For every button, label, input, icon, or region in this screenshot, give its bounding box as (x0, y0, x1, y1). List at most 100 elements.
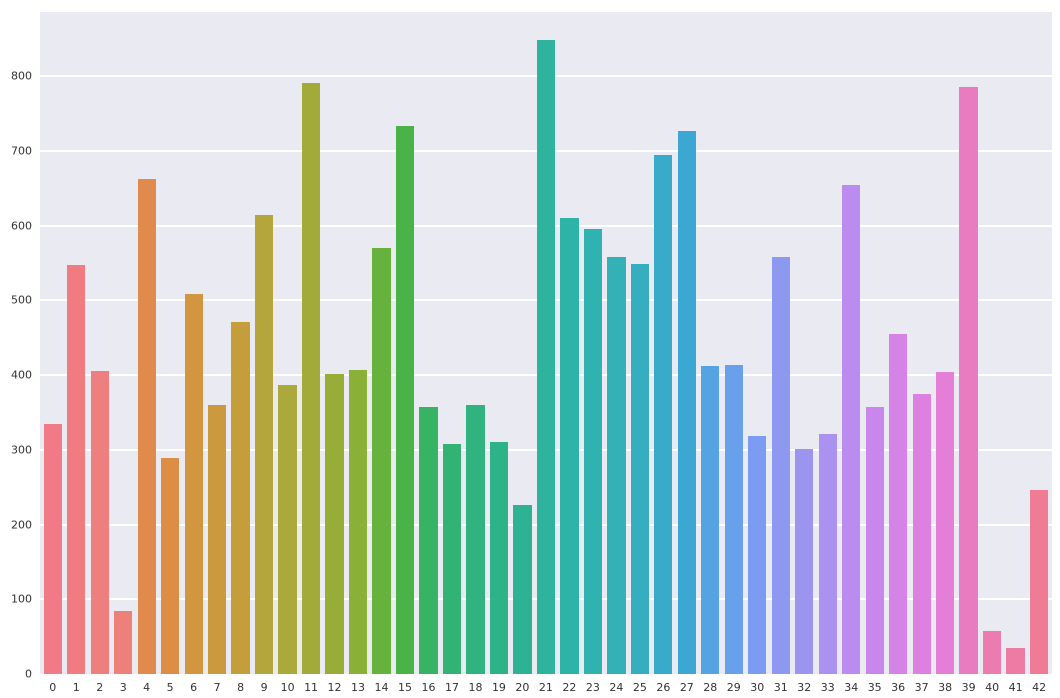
x-tick-label: 32 (797, 681, 812, 694)
x-tick-label: 10 (280, 681, 295, 694)
bar (489, 441, 509, 674)
x-tick-label: 35 (867, 681, 882, 694)
y-tick-label: 700 (11, 144, 32, 158)
y-tick-label: 0 (25, 667, 32, 681)
x-tick-label: 29 (726, 681, 741, 694)
x-tick-label: 19 (491, 681, 506, 694)
x-tick-label: 42 (1032, 681, 1047, 694)
bar (536, 40, 556, 674)
bar (560, 218, 579, 674)
bar (114, 610, 133, 674)
y-tick-label: 500 (11, 293, 32, 307)
x-tick-label: 0 (49, 681, 57, 694)
y-tick-label: 100 (11, 592, 32, 606)
x-tick-label: 6 (190, 681, 198, 694)
x-tick-label: 7 (213, 681, 221, 694)
x-tick-label: 41 (1008, 681, 1023, 694)
y-tick-label: 800 (11, 69, 32, 83)
bar (795, 449, 814, 674)
x-tick-label: 31 (773, 681, 788, 694)
bar (419, 407, 438, 674)
bar (677, 130, 696, 674)
y-tick-label: 400 (11, 368, 32, 382)
x-tick-label: 27 (679, 681, 694, 694)
x-tick-label: 12 (327, 681, 342, 694)
bar (654, 154, 673, 674)
x-tick-label: 16 (421, 681, 436, 694)
x-tick-label: 39 (961, 681, 976, 694)
bar (278, 384, 297, 674)
bar (301, 82, 321, 674)
plot-area (40, 12, 1052, 674)
x-tick-label: 13 (351, 681, 366, 694)
bar (348, 369, 368, 674)
x-tick-label: 36 (891, 681, 906, 694)
x-tick-label: 2 (96, 681, 104, 694)
bar (630, 263, 649, 674)
bar (207, 405, 227, 674)
x-tick-label: 22 (562, 681, 577, 694)
x-tick-label: 30 (750, 681, 765, 694)
x-tick-label: 9 (260, 681, 268, 694)
x-tick-label: 25 (632, 681, 647, 694)
x-axis: 0 1 2 3 4 5 6 7 8 9 10 11 12 13 14 15 16 17 18 19 20 21 22 23 24… (40, 680, 1052, 696)
bar (254, 215, 274, 674)
x-tick-label: 8 (237, 681, 245, 694)
bar (936, 372, 955, 674)
bar (889, 334, 908, 674)
y-tick-label: 300 (11, 443, 32, 457)
bar (161, 458, 180, 674)
bar (724, 364, 743, 674)
x-tick-label: 37 (914, 681, 929, 694)
bar (912, 393, 931, 674)
bar (959, 86, 978, 674)
bar (466, 405, 485, 674)
x-tick-label: 15 (398, 681, 412, 694)
bar (442, 443, 462, 674)
bar (372, 248, 391, 674)
bar (90, 371, 109, 674)
bar (771, 257, 790, 674)
bar (43, 423, 62, 674)
bar (583, 229, 603, 674)
y-axis: 0 100 200 300 400 500 600 700 800 (0, 12, 36, 680)
bar (748, 435, 767, 674)
y-tick-label: 200 (11, 518, 32, 532)
bar (325, 374, 344, 674)
bar (184, 293, 203, 674)
bar (231, 322, 250, 674)
x-tick-label: 38 (938, 681, 953, 694)
bar (865, 407, 884, 674)
bar (701, 366, 720, 674)
x-tick-label: 34 (844, 681, 859, 694)
x-tick-label: 28 (703, 681, 718, 694)
x-tick-label: 20 (515, 681, 530, 694)
x-tick-label: 11 (304, 681, 319, 694)
x-tick-label: 21 (538, 681, 553, 694)
bar (982, 631, 1002, 674)
x-tick-label: 26 (656, 681, 671, 694)
x-tick-label: 1 (72, 681, 80, 694)
bar (513, 505, 532, 674)
x-tick-label: 24 (609, 681, 624, 694)
bar (1006, 647, 1025, 674)
x-tick-label: 17 (444, 681, 459, 694)
bar (1029, 490, 1049, 674)
bar (67, 264, 86, 674)
x-tick-label: 40 (985, 681, 1000, 694)
bar (607, 257, 626, 674)
bar (395, 126, 415, 674)
x-tick-label: 23 (585, 681, 600, 694)
bar (137, 178, 156, 674)
x-tick-label: 33 (820, 681, 835, 694)
x-tick-label: 14 (374, 681, 389, 694)
y-tick-label: 600 (11, 219, 32, 233)
x-tick-label: 3 (119, 681, 127, 694)
bar (842, 184, 861, 674)
x-tick-label: 5 (166, 681, 174, 694)
bars (40, 12, 1052, 674)
x-tick-label: 4 (143, 681, 151, 694)
bar (818, 434, 837, 674)
x-tick-label: 18 (468, 681, 483, 694)
